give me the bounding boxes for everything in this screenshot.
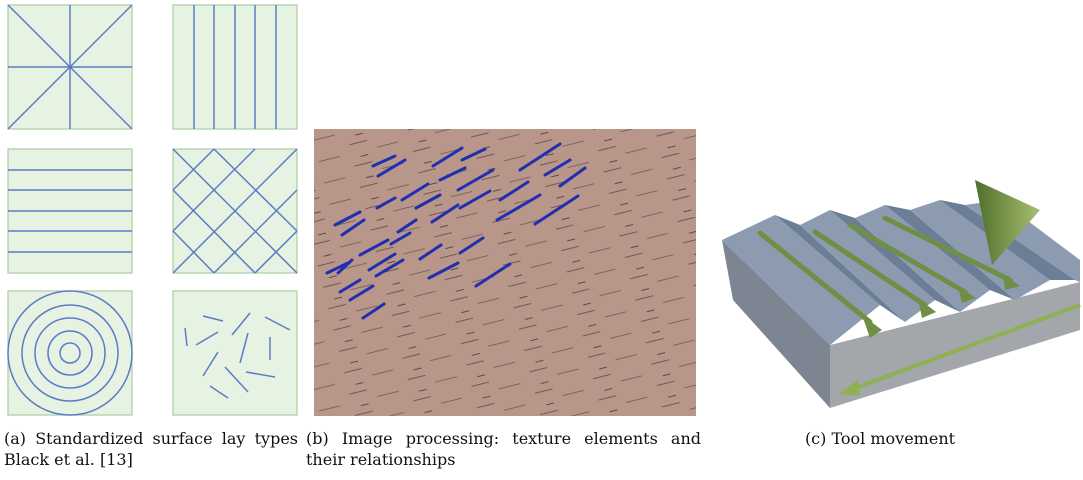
caption: (c) Tool movement <box>780 428 980 449</box>
texture-image <box>314 129 696 416</box>
caption: (a) Standardized surface lay types Black… <box>4 428 298 470</box>
lay-types <box>8 5 297 415</box>
tool-movement <box>722 180 1080 408</box>
caption: (b) Image processing: texture elements a… <box>306 428 701 470</box>
figure: (a) Standardized surface lay types Black… <box>0 0 1083 480</box>
figure-graphics <box>0 0 1083 480</box>
